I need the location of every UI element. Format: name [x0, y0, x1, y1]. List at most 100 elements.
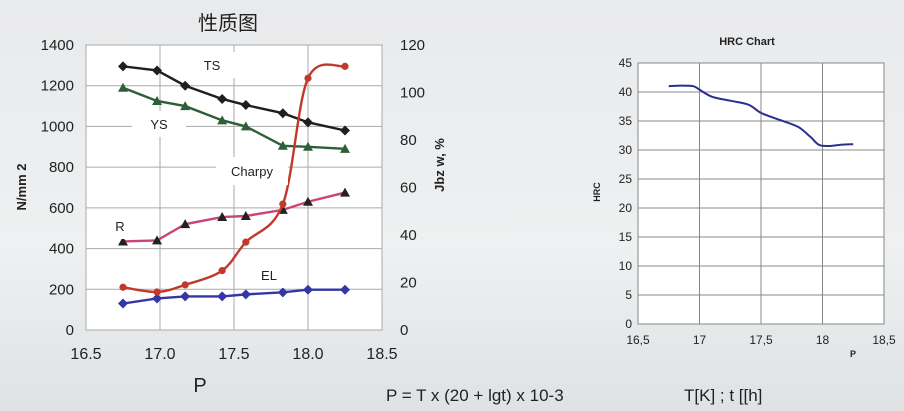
hrc-x-tick-labels: 16,5 17 17,5 18 18,5: [626, 333, 896, 347]
hrc-y-axis-label: HRC: [592, 182, 602, 202]
x-tick-label: 18.0: [292, 346, 323, 363]
data-point-r: [180, 219, 191, 229]
y-tick-label-left: 1200: [41, 78, 74, 95]
series-line-charpy: [122, 63, 346, 294]
data-point-ts: [277, 108, 288, 119]
data-point-ys: [118, 82, 128, 92]
hrc-y-tick-label: 35: [619, 114, 633, 128]
data-point-ts: [240, 100, 251, 111]
x-tick-label: 17.0: [144, 346, 175, 363]
data-point-charpy: [218, 267, 226, 275]
hrc-x-axis-label: P: [850, 349, 856, 359]
data-point-charpy: [341, 62, 349, 70]
data-point-r: [303, 196, 313, 206]
data-point-r: [217, 212, 228, 222]
series-label-charpy: Charpy: [231, 164, 273, 179]
y-tick-label-right: 0: [400, 322, 408, 339]
hrc-y-tick-label: 15: [619, 230, 633, 244]
hrc-y-tick-label: 0: [625, 317, 632, 331]
y-tick-label-right: 120: [400, 37, 425, 54]
y-tick-label-right: 20: [400, 275, 417, 292]
data-point-el: [217, 291, 228, 302]
data-point-charpy: [279, 200, 287, 208]
x-tick-label: 18.5: [366, 346, 397, 363]
y-axis-label-right: Jbz w, %: [432, 138, 447, 192]
data-point-r: [340, 187, 350, 197]
hrc-y-tick-label: 20: [619, 201, 633, 215]
y-axis-label-left: N/mm 2: [14, 164, 29, 211]
series-label-ts: TS: [204, 58, 221, 73]
series-label-el: EL: [261, 268, 277, 283]
data-point-ys: [303, 141, 313, 151]
data-point-ts: [340, 125, 350, 136]
hrc-x-tick-label: 17: [693, 333, 707, 347]
data-point-el: [118, 298, 128, 309]
data-point-ys: [180, 101, 191, 111]
y-tick-labels-left: 0 200 400 600 800 1000 1200 1400: [41, 37, 74, 339]
data-point-ts: [118, 61, 128, 72]
series-line-ys: [122, 86, 346, 151]
series-layer: [118, 61, 350, 309]
hrc-x-tick-label: 18,5: [872, 333, 896, 347]
data-point-ys: [152, 95, 163, 105]
data-point-r: [152, 235, 163, 245]
data-point-charpy: [181, 281, 189, 289]
formula-text: P = T x (20 + lgt) x 10-3: [386, 386, 564, 405]
hrc-x-tick-label: 17,5: [749, 333, 773, 347]
units-text: T[K] ; t [[h]: [684, 386, 763, 405]
data-point-el: [240, 289, 251, 300]
series-label-r: R: [115, 219, 124, 234]
y-tick-label-left: 800: [49, 159, 74, 176]
hrc-x-tick-label: 16,5: [626, 333, 650, 347]
label-box: [132, 111, 186, 137]
y-tick-label-left: 1400: [41, 37, 74, 54]
hrc-y-tick-label: 40: [619, 85, 633, 99]
hrc-chart-title: HRC Chart: [719, 36, 775, 48]
data-point-ts: [303, 117, 313, 128]
properties-chart: 性质图 16.5 17.0 17.5 18.0 18.5 020040060080010…: [14, 12, 447, 397]
data-point-ys: [277, 140, 288, 150]
y-tick-label-left: 200: [49, 281, 74, 298]
data-point-ts: [152, 65, 163, 76]
y-tick-label-left: 0: [66, 322, 74, 339]
y-tick-label-left: 600: [49, 200, 74, 217]
y-tick-label-right: 60: [400, 180, 417, 197]
data-point-r: [118, 236, 128, 246]
hrc-series-line: [668, 84, 854, 147]
chart-title: 性质图: [198, 12, 258, 35]
data-point-el: [152, 293, 163, 304]
hrc-x-tick-label: 18: [816, 333, 830, 347]
series-labels: TS YS Charpy R EL: [100, 52, 294, 288]
x-tick-labels: 16.5 17.0 17.5 18.0 18.5: [70, 346, 397, 363]
hrc-y-tick-label: 10: [619, 259, 633, 273]
y-tick-label-left: 1000: [41, 118, 74, 135]
hrc-grid: [637, 62, 885, 325]
data-point-el: [180, 291, 191, 302]
x-tick-label: 16.5: [70, 346, 101, 363]
data-point-ys: [340, 143, 350, 153]
label-box: [244, 262, 294, 288]
series-line-r: [122, 191, 346, 243]
x-tick-label: 17.5: [218, 346, 249, 363]
series-line-ts: [122, 65, 346, 132]
y-tick-label-right: 80: [400, 132, 417, 149]
hrc-y-tick-label: 30: [619, 143, 633, 157]
data-point-charpy: [242, 238, 250, 246]
data-point-r: [240, 211, 251, 220]
data-point-charpy: [304, 74, 312, 82]
x-axis-label: P: [193, 375, 206, 397]
data-point-charpy: [153, 288, 161, 296]
label-box: [100, 213, 140, 239]
hrc-y-tick-label: 5: [625, 288, 632, 302]
series-label-ys: YS: [150, 117, 168, 132]
hrc-chart: HRC Chart 16,5 17 17,5 18 18,5 0 5 10 15 20 25 30 3…: [592, 36, 896, 359]
data-point-ts: [217, 93, 228, 104]
data-point-ys: [240, 121, 251, 131]
y-tick-label-right: 40: [400, 227, 417, 244]
label-box: [186, 52, 238, 78]
hrc-y-tick-label: 25: [619, 172, 633, 186]
data-point-el: [340, 284, 350, 295]
data-point-ts: [180, 80, 191, 91]
hrc-y-tick-label: 45: [619, 56, 633, 70]
